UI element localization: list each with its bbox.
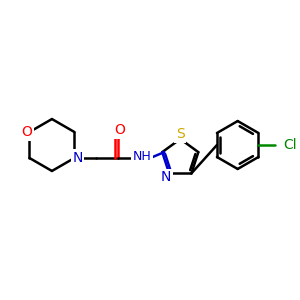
Text: O: O [114,123,125,137]
Text: O: O [21,125,32,139]
Text: NH: NH [133,151,152,164]
Text: N: N [72,151,82,165]
Text: N: N [161,170,171,184]
Text: Cl: Cl [284,138,297,152]
Text: S: S [176,127,185,141]
